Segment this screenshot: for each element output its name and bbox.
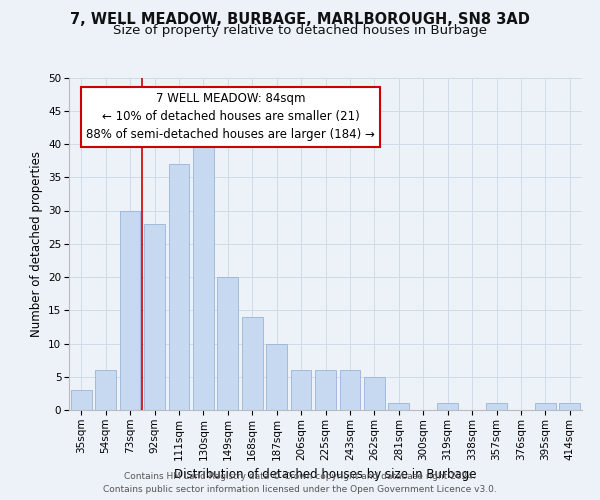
X-axis label: Distribution of detached houses by size in Burbage: Distribution of detached houses by size … (174, 468, 477, 481)
Bar (144, 224, 165, 410)
Bar (437, 404, 458, 410)
Bar (364, 377, 385, 410)
Bar (535, 404, 556, 410)
Text: 7 WELL MEADOW: 84sqm
← 10% of detached houses are smaller (21)
88% of semi-detac: 7 WELL MEADOW: 84sqm ← 10% of detached h… (86, 92, 375, 142)
Y-axis label: Number of detached properties: Number of detached properties (29, 151, 43, 337)
Bar (119, 210, 140, 410)
Bar (266, 344, 287, 410)
Bar (193, 130, 214, 410)
Text: Size of property relative to detached houses in Burbage: Size of property relative to detached ho… (113, 24, 487, 37)
Text: Contains HM Land Registry data © Crown copyright and database right 2024.
Contai: Contains HM Land Registry data © Crown c… (103, 472, 497, 494)
Bar (315, 370, 336, 410)
Bar (169, 164, 190, 410)
Text: 7, WELL MEADOW, BURBAGE, MARLBOROUGH, SN8 3AD: 7, WELL MEADOW, BURBAGE, MARLBOROUGH, SN… (70, 12, 530, 26)
Bar (217, 277, 238, 410)
Bar (559, 404, 580, 410)
Bar (388, 404, 409, 410)
Bar (290, 370, 311, 410)
Bar (95, 370, 116, 410)
Bar (242, 317, 263, 410)
Bar (71, 390, 92, 410)
Bar (340, 370, 361, 410)
Bar (486, 404, 507, 410)
